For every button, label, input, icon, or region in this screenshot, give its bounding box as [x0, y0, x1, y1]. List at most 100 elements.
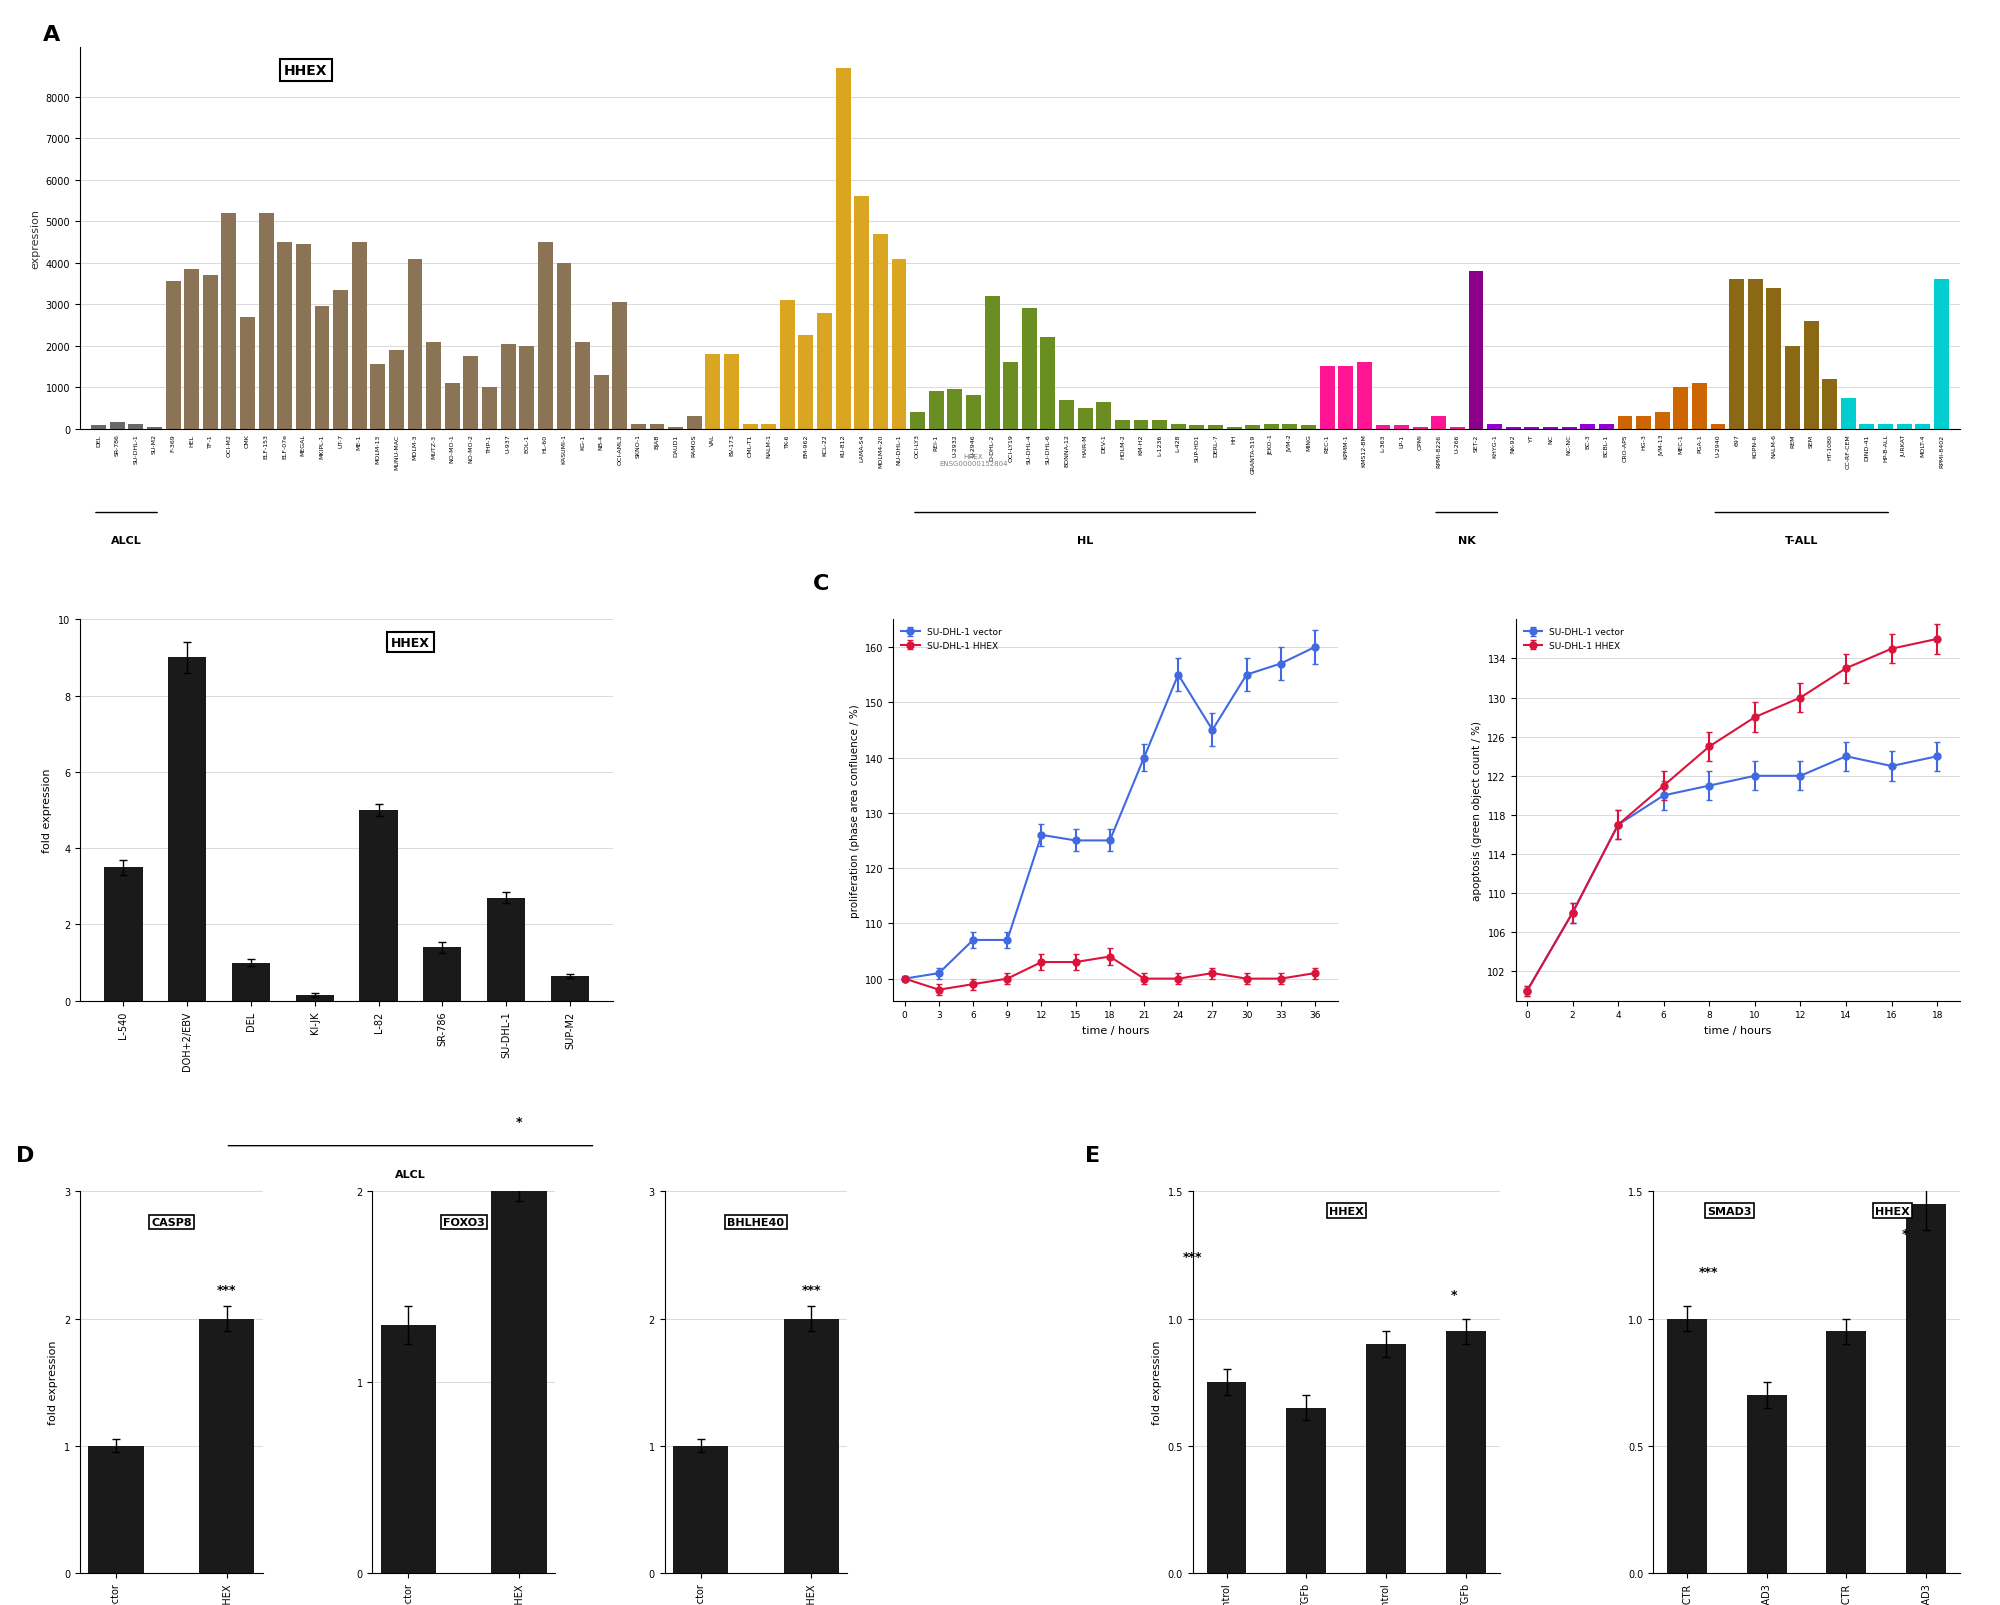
Bar [948, 390, 962, 429]
Text: HHEX: HHEX [1328, 1205, 1364, 1215]
Text: A: A [42, 24, 60, 45]
Bar [1376, 425, 1390, 429]
Bar [1096, 403, 1112, 429]
Bar [1692, 384, 1706, 429]
Bar [104, 868, 142, 1002]
Bar [854, 197, 870, 429]
Bar [1432, 417, 1446, 429]
Bar [818, 313, 832, 429]
Y-axis label: apoptosis (green object count / %): apoptosis (green object count / %) [1472, 721, 1482, 900]
Bar [1654, 412, 1670, 429]
Bar [1022, 310, 1036, 429]
Bar [92, 425, 106, 429]
Bar [1302, 425, 1316, 429]
X-axis label: time / hours: time / hours [1082, 1026, 1150, 1035]
Bar [1114, 421, 1130, 429]
Text: D: D [16, 1146, 34, 1165]
Bar [594, 376, 608, 429]
Bar [1786, 347, 1800, 429]
Bar [1320, 368, 1334, 429]
Bar [360, 811, 398, 1002]
Bar [1450, 427, 1464, 429]
Bar [1468, 271, 1484, 429]
Bar [520, 347, 534, 429]
Bar [630, 424, 646, 429]
Bar [296, 995, 334, 1002]
Bar [1134, 421, 1148, 429]
Bar [784, 1319, 840, 1573]
Bar [444, 384, 460, 429]
Bar [1208, 425, 1222, 429]
Bar [200, 1319, 254, 1573]
Bar [1078, 409, 1092, 429]
Bar [1896, 425, 1912, 429]
Bar [742, 425, 758, 429]
Bar [672, 1446, 728, 1573]
Bar [984, 297, 1000, 429]
Bar [1506, 427, 1520, 429]
Text: HHEX: HHEX [392, 636, 430, 650]
Bar [1206, 1382, 1246, 1573]
Bar [408, 260, 422, 429]
Bar [706, 355, 720, 429]
Bar [464, 356, 478, 429]
Y-axis label: fold expression: fold expression [1152, 1340, 1162, 1425]
Bar [202, 276, 218, 429]
Bar [492, 1173, 546, 1573]
Text: SMAD3: SMAD3 [1708, 1205, 1752, 1215]
Y-axis label: expression: expression [30, 209, 40, 268]
Bar [1674, 388, 1688, 429]
Bar [1748, 281, 1762, 429]
Text: HHEX: HHEX [1876, 1205, 1910, 1215]
Bar [550, 976, 590, 1002]
Bar [1906, 1204, 1946, 1573]
Bar [1766, 289, 1782, 429]
Bar [1286, 1408, 1326, 1573]
Bar [88, 1446, 144, 1573]
Bar [892, 260, 906, 429]
Bar [424, 947, 462, 1002]
Bar [1446, 1332, 1486, 1573]
Bar [612, 303, 628, 429]
Text: ***: *** [1182, 1250, 1202, 1263]
Text: *: * [516, 1115, 522, 1128]
Bar [780, 300, 794, 429]
Bar [388, 350, 404, 429]
Bar [686, 417, 702, 429]
Bar [1730, 281, 1744, 429]
Text: ***: *** [216, 1284, 236, 1297]
Bar [232, 963, 270, 1002]
Bar [1394, 425, 1410, 429]
Bar [798, 335, 814, 429]
Text: NK: NK [1458, 536, 1476, 546]
Bar [500, 345, 516, 429]
Bar [258, 213, 274, 429]
Bar [128, 425, 144, 429]
X-axis label: time / hours: time / hours [1704, 1026, 1772, 1035]
Bar [380, 1326, 436, 1573]
Bar [1636, 417, 1652, 429]
Text: *: * [1450, 1289, 1456, 1302]
Text: ***: *** [802, 1284, 822, 1297]
Bar [872, 234, 888, 429]
Bar [296, 246, 310, 429]
Bar [1934, 281, 1948, 429]
Text: FOXO3: FOXO3 [442, 1217, 484, 1228]
Bar [1412, 427, 1428, 429]
Bar [1264, 424, 1278, 429]
Bar [166, 282, 180, 429]
Bar [352, 242, 366, 429]
Bar [966, 396, 980, 429]
Bar [222, 213, 236, 429]
Bar [538, 242, 552, 429]
Text: *: * [1902, 1228, 1908, 1241]
Bar [1580, 424, 1596, 429]
Text: ALCL: ALCL [112, 536, 142, 546]
Text: HL: HL [1078, 536, 1094, 546]
Bar [148, 427, 162, 429]
Y-axis label: proliferation (phase area confluence / %): proliferation (phase area confluence / %… [850, 703, 860, 918]
Bar [1356, 363, 1372, 429]
Y-axis label: fold expression: fold expression [48, 1340, 58, 1425]
Text: ***: *** [1698, 1266, 1718, 1279]
Bar [1040, 339, 1056, 429]
